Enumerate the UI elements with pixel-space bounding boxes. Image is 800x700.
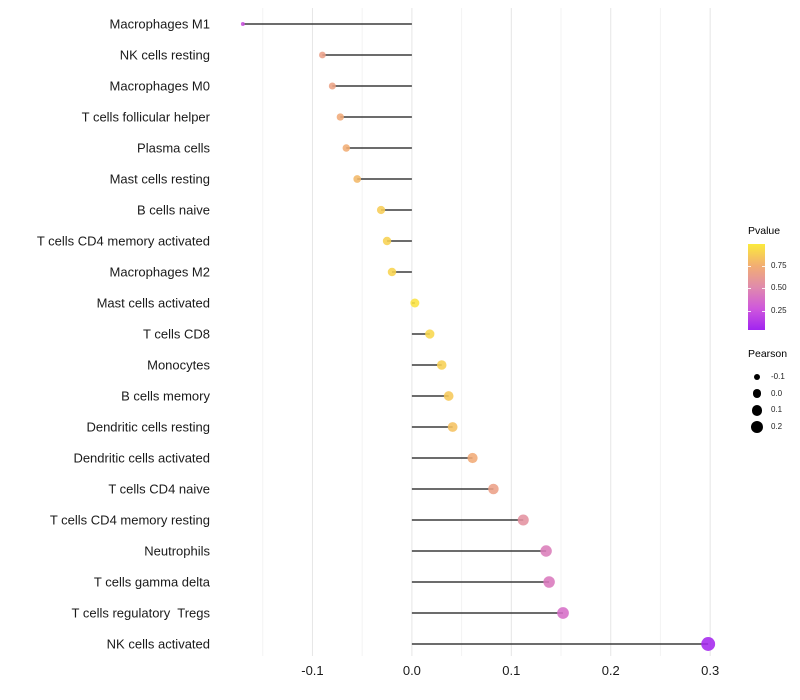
colorbar-tick-mark xyxy=(748,310,751,312)
pearson-legend-dot xyxy=(752,389,762,398)
x-axis-tick-label: 0.0 xyxy=(403,663,421,678)
lollipop-dot xyxy=(543,576,555,588)
y-axis-label: B cells memory xyxy=(121,389,210,404)
pearson-legend-label: -0.1 xyxy=(771,372,785,381)
lollipop-dot xyxy=(382,236,392,246)
pearson-legend-label: 0.2 xyxy=(771,421,783,431)
pvalue-tick-label: 0.50 xyxy=(771,283,787,293)
lollipop-dot xyxy=(701,637,716,651)
y-axis-label: B cells naive xyxy=(137,203,210,218)
y-axis-label: Macrophages M0 xyxy=(110,79,210,94)
lollipop-dot xyxy=(410,298,420,308)
y-axis-label: T cells regulatory Tregs xyxy=(72,606,211,621)
pvalue-tick-label: 0.75 xyxy=(771,261,787,271)
y-axis-label: Macrophages M2 xyxy=(110,265,210,280)
y-axis-label: NK cells activated xyxy=(107,637,210,652)
lollipop-dot xyxy=(328,82,336,90)
x-axis-tick-label: 0.2 xyxy=(602,663,620,678)
pearson-legend-dot xyxy=(751,404,763,416)
y-axis-label: T cells gamma delta xyxy=(94,575,211,590)
colorbar-tick-mark xyxy=(762,266,765,268)
y-axis-label: T cells CD8 xyxy=(143,327,210,342)
y-axis-label: Mast cells resting xyxy=(110,172,210,187)
x-axis-tick-label: 0.1 xyxy=(502,663,520,678)
lollipop-dot xyxy=(557,607,569,619)
colorbar-tick-mark xyxy=(748,266,751,268)
x-axis-tick-label: -0.1 xyxy=(301,663,323,678)
lollipop-dot xyxy=(336,113,344,121)
y-axis-label: Dendritic cells resting xyxy=(86,420,210,435)
pearson-legend-label: 0.1 xyxy=(771,405,783,415)
pearson-legend-title: Pearson xyxy=(748,348,788,360)
y-axis-label: T cells CD4 memory resting xyxy=(50,513,210,528)
pearson-legend-dot xyxy=(753,373,761,381)
colorbar-tick-mark xyxy=(762,288,765,290)
lollipop-dot xyxy=(447,422,458,432)
pvalue-colorbar xyxy=(748,244,765,330)
gridlines-major xyxy=(311,8,711,656)
lollipop-dot xyxy=(540,545,552,557)
lollipop-dot xyxy=(376,205,386,215)
lollipop-stems xyxy=(242,23,709,645)
y-axis-label: T cells follicular helper xyxy=(82,110,211,125)
gridlines-minor xyxy=(262,8,661,656)
y-axis-label: Macrophages M1 xyxy=(110,17,210,32)
lollipop-dot xyxy=(517,514,529,526)
pvalue-tick-label: 0.25 xyxy=(771,305,787,315)
y-axis-label: Monocytes xyxy=(147,358,210,373)
pvalue-legend-title: Pvalue xyxy=(748,225,781,237)
pearson-legend-dot xyxy=(750,420,764,434)
lollipop-dot xyxy=(443,391,454,401)
lollipop-dot xyxy=(425,329,435,339)
lollipop-dots xyxy=(240,22,716,651)
lollipop-dot xyxy=(319,51,326,59)
lollipop-dot xyxy=(353,175,362,183)
colorbar-tick-mark xyxy=(762,310,765,312)
lollipop-dot xyxy=(488,483,499,495)
lollipop-dot xyxy=(240,22,245,26)
pearson-legend-label: 0.0 xyxy=(771,388,783,398)
lollipop-dot xyxy=(342,144,350,152)
lollipop-dot xyxy=(387,267,397,277)
y-axis-label: T cells CD4 memory activated xyxy=(37,234,210,249)
y-axis-label: Plasma cells xyxy=(137,141,210,156)
lollipop-dot xyxy=(436,360,447,370)
x-axis-tick-label: 0.3 xyxy=(701,663,719,678)
y-axis-label: NK cells resting xyxy=(120,48,210,63)
colorbar-tick-mark xyxy=(748,288,751,290)
y-axis-label: Mast cells activated xyxy=(97,296,210,311)
x-axis-labels: -0.1 0.0 0.1 0.2 0.3 xyxy=(301,663,719,678)
y-axis-label: T cells CD4 naive xyxy=(108,482,210,497)
lollipop-dot xyxy=(467,452,478,464)
y-axis-label: Dendritic cells activated xyxy=(73,451,210,466)
y-axis-labels: Macrophages M1 NK cells resting Macrophage… xyxy=(37,17,211,652)
y-axis-label: Neutrophils xyxy=(144,544,210,559)
